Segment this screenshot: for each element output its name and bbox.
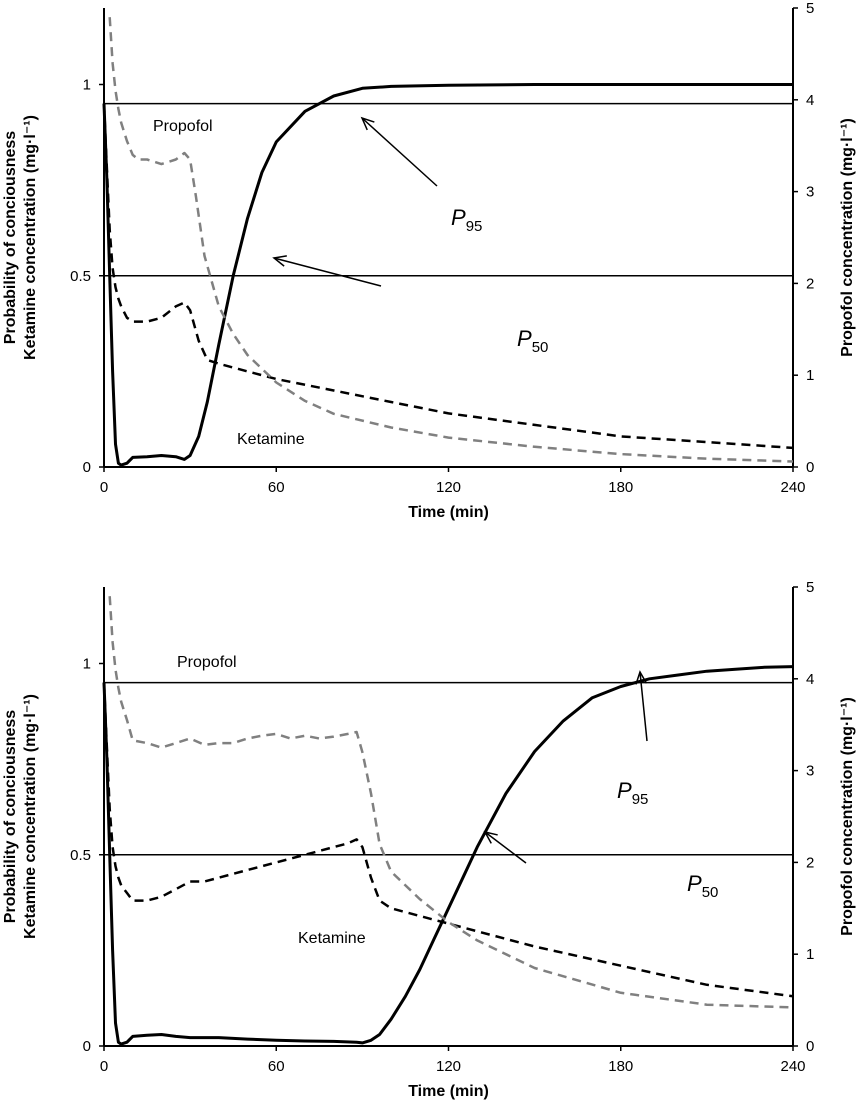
- y-left-axis-title-line1: Probability of conciousness: [2, 131, 19, 344]
- y-right-tick-label: 4: [806, 671, 814, 688]
- ketamine-label: Ketamine: [237, 431, 305, 448]
- x-tick-label: 60: [268, 479, 285, 496]
- p95-arrow-shaft: [639, 671, 648, 742]
- y-right-tick-label: 1: [806, 946, 814, 963]
- y-right-tick-label: 5: [806, 0, 814, 17]
- y-right-tick-label: 0: [806, 459, 814, 476]
- y-left-tick-label: 1: [83, 656, 91, 673]
- x-tick-label: 180: [608, 1058, 633, 1075]
- series-line-probability-of-conciousness: [102, 83, 793, 467]
- y-right-tick-label: 4: [806, 92, 814, 109]
- y-right-tick-label: 3: [806, 184, 814, 201]
- y-right-tick-label: 5: [806, 579, 814, 596]
- p95-arrow-head: [360, 116, 375, 131]
- series-line-probability-of-conciousness: [102, 665, 794, 1046]
- y-right-tick-label: 3: [806, 763, 814, 780]
- p95-annotation-label: P95: [451, 205, 482, 235]
- y-left-tick-label: 0: [83, 1038, 91, 1055]
- x-axis-title: Time (min): [408, 1083, 489, 1100]
- y-right-tick-label: 2: [806, 275, 814, 292]
- y-right-axis-title: Propofol concentration (mg·l⁻¹): [839, 118, 856, 357]
- x-tick-label: 0: [100, 479, 108, 496]
- p50-annotation-label: P50: [517, 326, 548, 356]
- x-tick-label: 240: [780, 479, 805, 496]
- y-right-tick-label: 0: [806, 1038, 814, 1055]
- x-tick-label: 60: [268, 1058, 285, 1075]
- y-left-axis-title-line2: Ketamine concentration (mg·l⁻¹): [22, 694, 39, 939]
- x-tick-label: 240: [780, 1058, 805, 1075]
- x-axis-title: Time (min): [408, 504, 489, 521]
- y-left-tick-label: 0.5: [70, 268, 91, 285]
- p50-arrow-shaft: [273, 257, 382, 287]
- x-tick-label: 120: [436, 479, 461, 496]
- y-left-tick-label: 0.5: [70, 847, 91, 864]
- p50-arrow-head: [483, 830, 498, 844]
- y-left-axis-title-line1: Probability of conciousness: [2, 710, 19, 923]
- p95-annotation-label: P95: [617, 778, 648, 808]
- y-right-axis-title: Propofol concentration (mg·l⁻¹): [839, 697, 856, 936]
- p95-arrow-shaft: [361, 117, 438, 187]
- y-right-tick-label: 1: [806, 367, 814, 384]
- propofol-label: Propofol: [177, 654, 237, 671]
- series-line-propofol: [108, 17, 794, 463]
- p50-arrow-shaft: [484, 831, 527, 864]
- series-line-ketamine: [102, 103, 794, 450]
- p95-arrow-head: [635, 670, 648, 685]
- series-line-propofol: [108, 596, 794, 1009]
- series-line-ketamine: [102, 682, 794, 998]
- p50-annotation-label: P50: [687, 871, 718, 901]
- y-left-tick-label: 0: [83, 459, 91, 476]
- propofol-label: Propofol: [153, 118, 213, 135]
- y-left-tick-label: 1: [83, 77, 91, 94]
- y-right-tick-label: 2: [806, 854, 814, 871]
- x-tick-label: 0: [100, 1058, 108, 1075]
- p50-arrow-head: [272, 255, 287, 267]
- x-tick-label: 120: [436, 1058, 461, 1075]
- x-tick-label: 180: [608, 479, 633, 496]
- y-left-axis-title-line2: Ketamine concentration (mg·l⁻¹): [22, 115, 39, 360]
- ketamine-label: Ketamine: [298, 930, 366, 947]
